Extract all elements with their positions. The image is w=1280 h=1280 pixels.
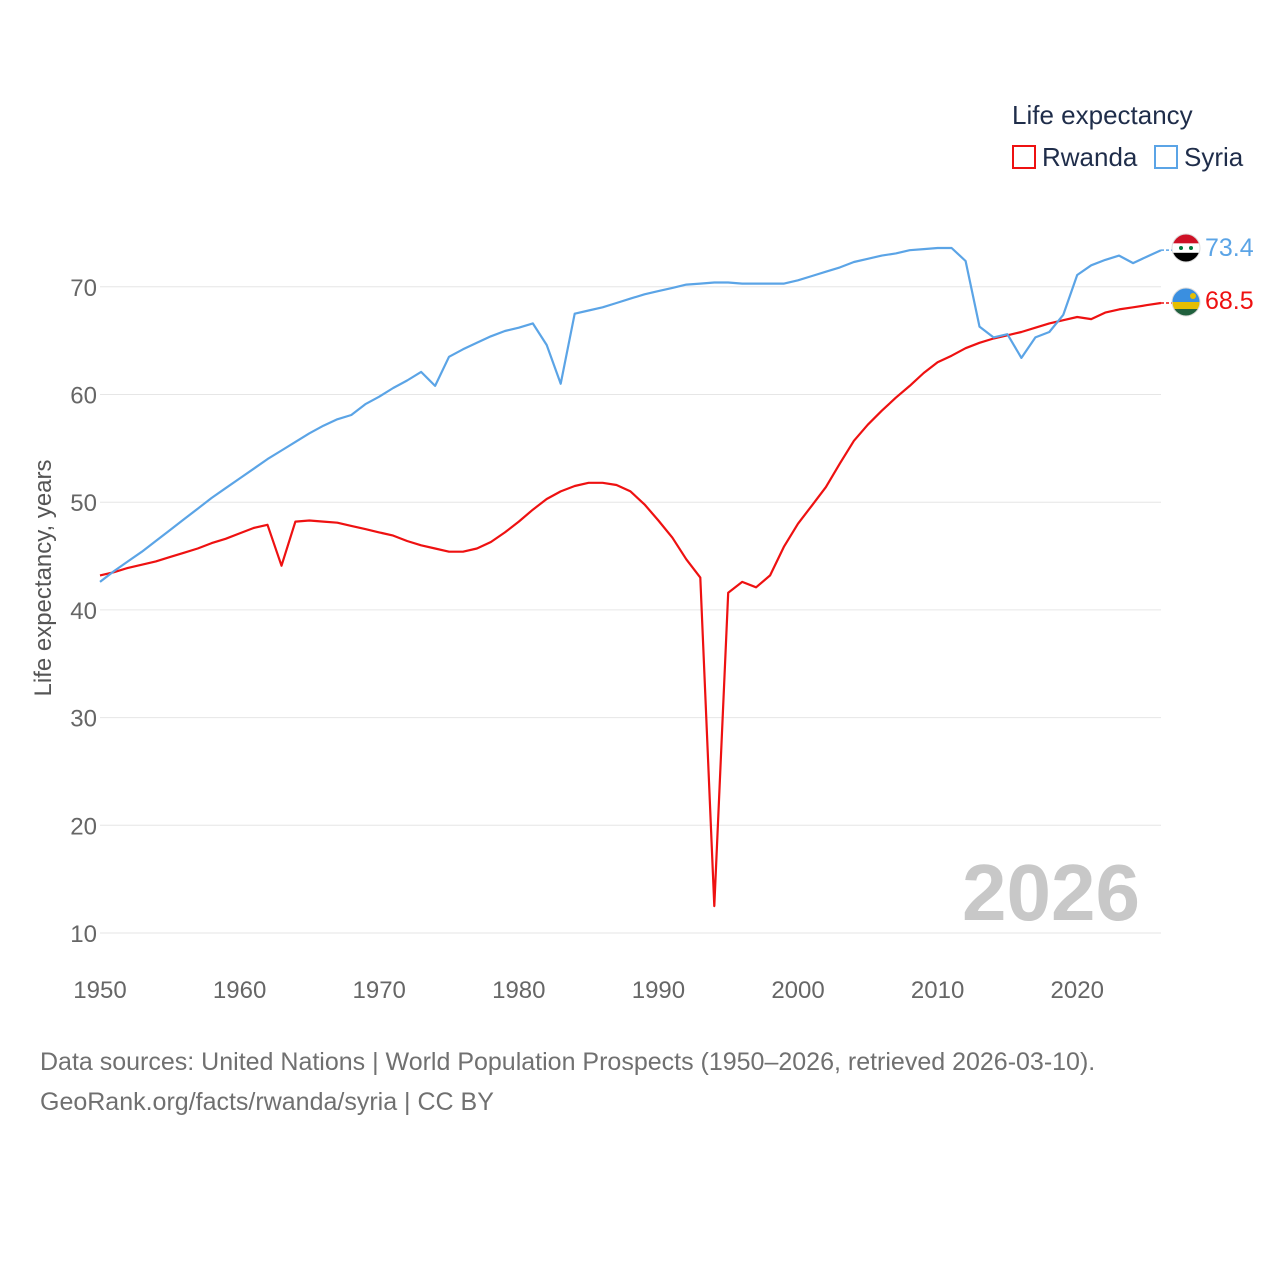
legend-swatch-rwanda: [1012, 145, 1036, 169]
year-watermark: 2026: [962, 848, 1140, 937]
x-tick-label: 2010: [911, 977, 964, 1004]
sources-line: Data sources: United Nations | World Pop…: [40, 1048, 1096, 1076]
x-tick-label: 1950: [73, 977, 126, 1004]
x-tick-label: 2000: [771, 977, 824, 1004]
y-tick-label: 20: [70, 813, 97, 840]
y-tick-label: 10: [70, 921, 97, 948]
end-value-syria: 73.4: [1205, 234, 1254, 262]
x-axis-ticks: 1950 1960 1970 1980 1990 2000 2010 2020: [73, 977, 1104, 1004]
legend: Life expectancy Rwanda Syria: [1012, 100, 1244, 172]
legend-title: Life expectancy: [1012, 100, 1193, 130]
y-tick-label: 40: [70, 598, 97, 625]
legend-swatch-syria: [1154, 145, 1178, 169]
legend-item-rwanda[interactable]: Rwanda: [1012, 142, 1138, 172]
y-tick-label: 50: [70, 490, 97, 517]
x-tick-label: 2020: [1051, 977, 1104, 1004]
attribution-link[interactable]: GeoRank.org/facts/rwanda/syria | CC BY: [40, 1088, 494, 1116]
legend-label-syria: Syria: [1184, 142, 1244, 172]
y-axis-ticks: 10 20 30 40 50 60 70: [70, 275, 97, 948]
series-lines: [99, 246, 1172, 908]
x-tick-label: 1980: [492, 977, 545, 1004]
legend-item-syria[interactable]: Syria: [1154, 142, 1244, 172]
legend-label-rwanda: Rwanda: [1042, 142, 1138, 172]
gridlines: [100, 286, 1161, 934]
y-tick-label: 30: [70, 706, 97, 733]
y-axis-label: Life expectancy, years: [30, 459, 57, 696]
y-tick-label: 60: [70, 383, 97, 410]
series-line-syria[interactable]: [99, 246, 1162, 583]
y-tick-label: 70: [70, 275, 97, 302]
line-chart: 10 20 30 40 50 60 70 1950 1960 1970 1980 1990 2000 2…: [30, 100, 1254, 1004]
rwanda-flag-icon: [1171, 287, 1201, 317]
syria-flag-icon: [1171, 233, 1201, 263]
x-tick-label: 1970: [353, 977, 406, 1004]
series-line-rwanda[interactable]: [99, 301, 1162, 908]
end-value-rwanda: 68.5: [1205, 287, 1254, 315]
x-tick-label: 1990: [632, 977, 685, 1004]
data-sources-footer: Data sources: United Nations | World Pop…: [40, 1042, 1240, 1122]
x-tick-label: 1960: [213, 977, 266, 1004]
